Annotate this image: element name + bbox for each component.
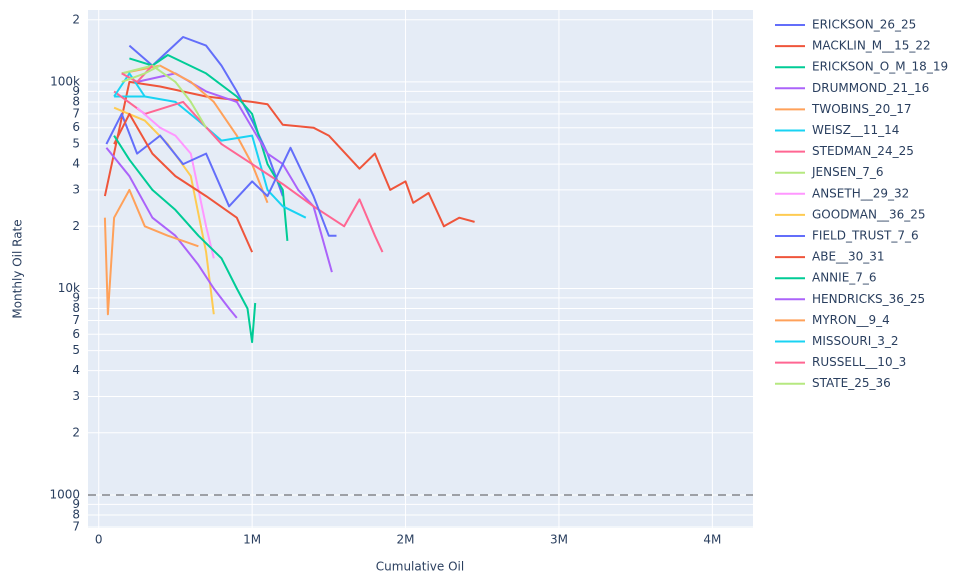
series-line — [113, 72, 146, 98]
y-tick-label: 10k — [58, 281, 80, 295]
series-line — [113, 135, 257, 344]
legend-label: HENDRICKS_36_25 — [812, 292, 925, 306]
grid — [88, 10, 753, 528]
y-tick-label: 4 — [72, 157, 80, 171]
series-line — [136, 106, 215, 259]
x-tick-label: 0 — [95, 533, 103, 547]
series-line — [121, 64, 161, 83]
legend-label: GOODMAN__36_25 — [812, 207, 926, 221]
legend-label: MACKLIN_M__15_22 — [812, 39, 931, 53]
x-tick-label: 4M — [703, 533, 721, 547]
y-tick-label: 9 — [72, 84, 80, 98]
series-line — [105, 147, 238, 319]
series-line — [113, 112, 254, 253]
legend-label: ERICKSON_O_M_18_19 — [812, 60, 948, 74]
y-tick-label: 8 — [72, 301, 80, 315]
x-axis-title: Cumulative Oil — [376, 560, 464, 574]
legend-label: ANNIE_7_6 — [812, 271, 877, 285]
series-line — [121, 64, 207, 129]
legend-label: STEDMAN_24_25 — [812, 144, 914, 158]
y-tick-label: 3 — [72, 182, 80, 196]
y-tick-label: 100k — [50, 74, 80, 88]
y-tick-label: 7 — [72, 106, 80, 120]
y-tick-label: 6 — [72, 327, 80, 341]
y-tick-label: 2 — [72, 425, 80, 439]
legend-label: STATE_25_36 — [812, 376, 891, 390]
series-line — [103, 188, 199, 316]
legend-label: DRUMMOND_21_16 — [812, 81, 929, 95]
y-tick-label: 8 — [72, 94, 80, 108]
legend-label: MYRON__9_4 — [812, 313, 890, 327]
y-tick-label: 2 — [72, 219, 80, 233]
series-line — [113, 90, 384, 253]
y-axis-title: Monthly Oil Rate — [11, 219, 25, 318]
legend-label: FIELD_TRUST_7_6 — [812, 229, 919, 243]
series-line — [128, 36, 284, 197]
y-tick-label: 7 — [72, 313, 80, 327]
legend-label: ANSETH__29_32 — [812, 186, 909, 200]
legend-label: RUSSELL__10_3 — [812, 355, 906, 369]
y-tick-label: 4 — [72, 363, 80, 377]
x-tick-label: 3M — [550, 533, 568, 547]
series-line — [114, 95, 307, 219]
series-line — [105, 112, 337, 237]
y-tick-label: 5 — [72, 137, 80, 151]
legend-label: TWOBINS_20_17 — [811, 102, 912, 116]
x-tick-label: 2M — [397, 533, 415, 547]
y-tick-label: 6 — [72, 120, 80, 134]
y-tick-label: 8 — [72, 507, 80, 521]
legend-label: WEISZ__11_14 — [812, 123, 899, 137]
plot-area — [88, 10, 753, 528]
series-line — [103, 80, 475, 228]
legend-label: MISSOURI_3_2 — [812, 334, 899, 348]
y-tick-label: 9 — [72, 497, 80, 511]
legend-label: ABE__30_31 — [812, 250, 885, 264]
y-tick-label: 5 — [72, 343, 80, 357]
x-tick-label: 1M — [243, 533, 261, 547]
y-tick-label: 7 — [72, 519, 80, 533]
y-tick-label: 3 — [72, 389, 80, 403]
y-tick-label: 1000 — [49, 487, 80, 501]
legend-label: ERICKSON_26_25 — [812, 18, 916, 32]
y-tick-label: 9 — [72, 290, 80, 304]
y-tick-label: 2 — [72, 12, 80, 26]
legend-label: JENSEN_7_6 — [811, 165, 884, 179]
